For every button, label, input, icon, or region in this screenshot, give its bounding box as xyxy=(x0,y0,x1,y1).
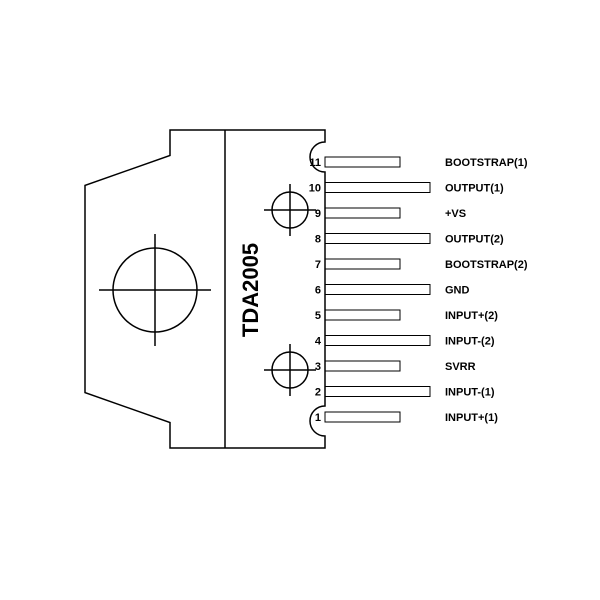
pin-label: BOOTSTRAP(2) xyxy=(445,259,528,271)
pin-number: 6 xyxy=(315,285,321,297)
pin-label: GND xyxy=(445,285,470,297)
pin-lead xyxy=(325,183,430,193)
pin-number: 11 xyxy=(309,157,321,169)
pin-lead xyxy=(325,310,400,320)
pin-label: INPUT-(1) xyxy=(445,387,495,399)
pin-label: BOOTSTRAP(1) xyxy=(445,157,528,169)
ic-pinout-diagram: TDA2005 11 BOOTSTRAP(1) 10 OUTPUT(1) 9 +VS 8 OUT… xyxy=(0,0,600,600)
pin-number: 7 xyxy=(315,259,321,271)
pin-lead xyxy=(325,259,400,269)
pin-number: 3 xyxy=(315,361,321,373)
pin-label: INPUT+(2) xyxy=(445,310,498,322)
pin-lead xyxy=(325,412,400,422)
pin-number: 9 xyxy=(315,208,321,220)
pin-number: 2 xyxy=(315,387,321,399)
package-outline xyxy=(85,130,325,448)
pin-label: +VS xyxy=(445,208,466,220)
pin-label: INPUT+(1) xyxy=(445,412,498,424)
pin-label: OUTPUT(2) xyxy=(445,234,504,246)
pin-lead xyxy=(325,361,400,371)
pin-lead xyxy=(325,208,400,218)
pin-number: 5 xyxy=(315,310,321,322)
pin-label: SVRR xyxy=(445,361,476,373)
pin-number: 10 xyxy=(309,183,321,195)
pin-lead xyxy=(325,285,430,295)
pin-label: INPUT-(2) xyxy=(445,336,495,348)
pin-lead xyxy=(325,157,400,167)
pin-number: 1 xyxy=(315,412,321,424)
pin-number: 8 xyxy=(315,234,321,246)
pin-lead xyxy=(325,234,430,244)
pin-number: 4 xyxy=(315,336,322,348)
pin-lead xyxy=(325,336,430,346)
pin-lead xyxy=(325,387,430,397)
part-number-label: TDA2005 xyxy=(238,243,263,337)
pin-label: OUTPUT(1) xyxy=(445,183,504,195)
